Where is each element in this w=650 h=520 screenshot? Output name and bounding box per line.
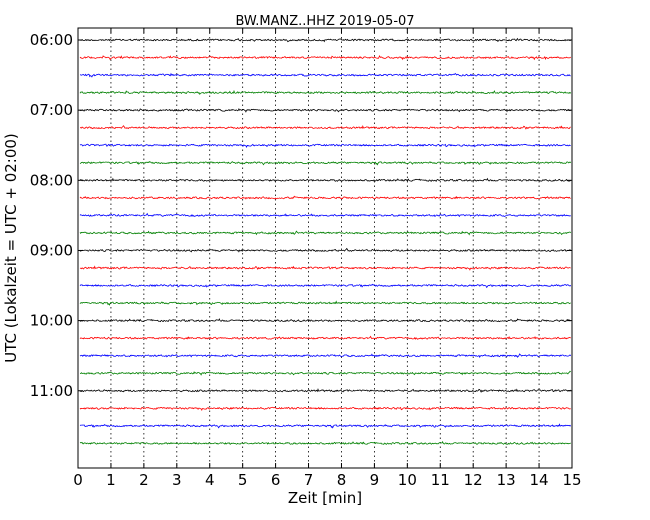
x-tick-label: 8 — [337, 471, 347, 489]
x-axis-ticks: 0 1 2 3 4 5 6 7 8 9 10 11 12 13 14 15 — [73, 28, 582, 489]
trace-row — [79, 195, 571, 200]
trace-row — [79, 55, 571, 61]
x-tick-label: 14 — [530, 471, 549, 489]
x-tick-label: 2 — [139, 471, 149, 489]
trace-row — [79, 89, 572, 95]
plot-frame — [77, 27, 573, 469]
x-tick-label: 15 — [562, 471, 581, 489]
trace-row — [79, 370, 571, 376]
trace-row — [79, 107, 571, 113]
grid-lines — [110, 28, 540, 468]
y-axis-ticks: 06:00 07:00 08:00 09:00 10:00 11:00 — [30, 31, 572, 400]
trace-row — [79, 247, 572, 253]
trace-row — [79, 177, 571, 182]
x-tick-label: 11 — [431, 471, 450, 489]
trace-row — [79, 265, 571, 271]
x-tick-label: 4 — [205, 471, 215, 489]
x-tick-label: 5 — [238, 471, 248, 489]
trace-row — [79, 440, 571, 445]
x-tick-label: 1 — [106, 471, 116, 489]
y-tick-label: 07:00 — [30, 101, 73, 119]
trace-row — [79, 37, 571, 43]
x-tick-label: 12 — [464, 471, 483, 489]
x-tick-label: 6 — [271, 471, 281, 489]
trace-row — [79, 283, 572, 289]
trace-row — [79, 125, 571, 130]
trace-row — [79, 300, 571, 306]
chart-title: BW.MANZ..HHZ 2019-05-07 — [235, 14, 414, 29]
y-tick-label: 10:00 — [30, 312, 73, 330]
y-axis-label: UTC (Lokalzeit = UTC + 02:00) — [2, 133, 20, 363]
y-tick-label: 09:00 — [30, 241, 73, 259]
x-tick-label: 13 — [497, 471, 516, 489]
trace-row — [79, 143, 571, 148]
x-tick-label: 0 — [73, 471, 83, 489]
trace-row — [79, 388, 571, 393]
trace-row — [79, 160, 572, 166]
trace-row — [79, 318, 571, 323]
trace-row — [79, 72, 571, 78]
trace-row — [79, 353, 572, 359]
y-tick-label: 06:00 — [30, 31, 73, 49]
x-tick-label: 3 — [172, 471, 182, 489]
x-axis-label: Zeit [min] — [288, 489, 362, 507]
trace-row — [79, 406, 571, 412]
y-tick-label: 08:00 — [30, 171, 73, 189]
trace-row — [79, 230, 572, 236]
y-tick-label: 11:00 — [30, 382, 73, 400]
trace-row — [79, 212, 571, 218]
trace-group — [79, 37, 572, 445]
trace-row — [79, 335, 571, 340]
trace-row — [79, 423, 572, 429]
x-tick-label: 10 — [398, 471, 417, 489]
x-tick-label: 7 — [304, 471, 314, 489]
x-tick-label: 9 — [370, 471, 380, 489]
